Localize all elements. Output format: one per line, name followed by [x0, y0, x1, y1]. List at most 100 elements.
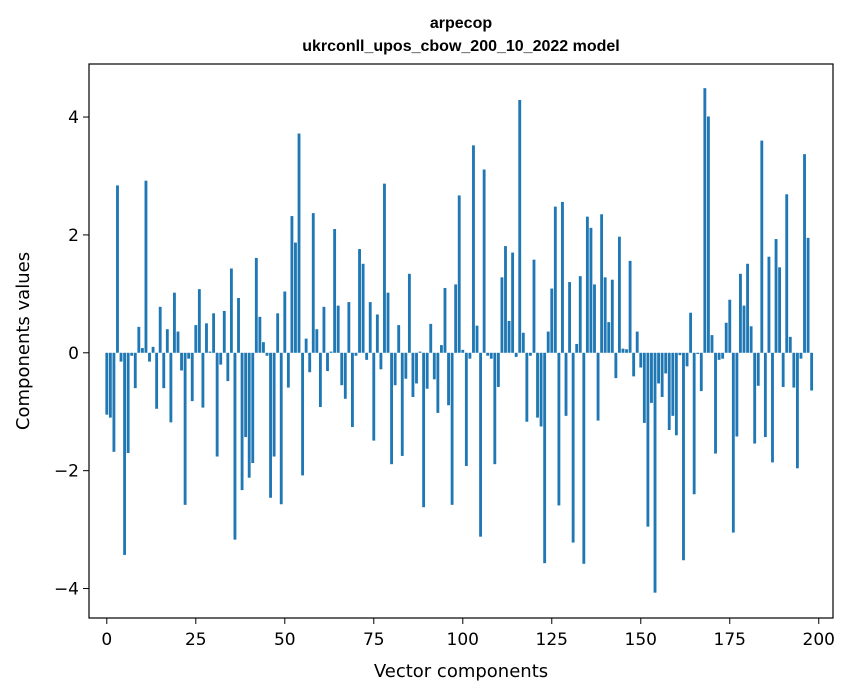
bar-3 — [116, 185, 119, 353]
bar-142 — [610, 279, 614, 353]
x-tick-label: 25 — [185, 630, 207, 650]
bar-118 — [525, 352, 529, 422]
bar-40 — [247, 352, 251, 478]
bar-4 — [119, 352, 123, 362]
bar-36 — [233, 352, 237, 540]
x-axis-ticks: 0 25 50 75 100 125 150 175 200 — [101, 618, 835, 650]
bar-23 — [187, 352, 191, 359]
bar-93 — [436, 352, 440, 413]
bar-77 — [379, 352, 383, 370]
bar-175 — [728, 299, 732, 353]
bar-64 — [333, 229, 337, 353]
bar-102 — [468, 352, 472, 359]
x-tick-label: 100 — [447, 630, 479, 650]
y-axis-ticks: −4 −2 0 2 4 — [54, 108, 89, 600]
bar-76 — [375, 314, 379, 353]
bar-184 — [760, 140, 764, 353]
bar-136 — [589, 227, 593, 353]
bar-35 — [229, 268, 233, 353]
bar-148 — [632, 352, 636, 377]
bar-134 — [582, 352, 586, 564]
bar-187 — [771, 352, 774, 463]
x-tick-label: 125 — [536, 630, 568, 650]
bar-188 — [774, 239, 778, 353]
bar-105 — [479, 352, 483, 537]
bar-95 — [443, 287, 447, 353]
bar-39 — [244, 352, 248, 438]
bar-189 — [778, 267, 782, 353]
bar-167 — [699, 352, 703, 392]
bar-153 — [650, 352, 653, 403]
bar-2 — [112, 352, 116, 452]
bar-174 — [724, 322, 728, 353]
bar-80 — [390, 352, 394, 465]
y-axis-label: Components values — [13, 252, 34, 430]
bar-143 — [614, 352, 618, 379]
bar-180 — [746, 263, 749, 353]
bar-121 — [536, 352, 539, 418]
bar-197 — [806, 237, 810, 353]
bar-168 — [703, 88, 707, 353]
bar-82 — [397, 325, 401, 353]
bar-154 — [653, 352, 657, 593]
chart-subtitle: ukrconll_upos_cbow_200_10_2022 model — [302, 38, 619, 55]
bar-193 — [792, 352, 796, 388]
bar-176 — [731, 352, 735, 533]
bar-86 — [411, 352, 415, 397]
bar-161 — [678, 352, 682, 356]
bar-33 — [222, 310, 226, 353]
bar-183 — [756, 352, 760, 386]
bar-169 — [706, 116, 710, 353]
bar-44 — [262, 342, 265, 353]
bar-12 — [148, 352, 151, 362]
bar-156 — [660, 352, 664, 397]
bar-125 — [550, 288, 554, 353]
bar-30 — [212, 313, 216, 353]
bar-5 — [123, 352, 127, 555]
bar-178 — [739, 273, 742, 353]
bar-43 — [258, 316, 262, 353]
bar-108 — [489, 352, 493, 359]
bar-182 — [753, 352, 757, 444]
bar-191 — [785, 194, 789, 353]
bars-group — [105, 88, 814, 593]
bar-81 — [393, 352, 397, 386]
bar-79 — [386, 292, 390, 353]
bar-17 — [165, 329, 169, 353]
bar-85 — [407, 273, 411, 353]
bar-21 — [180, 352, 183, 371]
bar-98 — [454, 284, 458, 353]
bar-41 — [251, 352, 255, 463]
bar-62 — [326, 352, 329, 372]
bar-8 — [133, 352, 137, 389]
bar-159 — [671, 352, 675, 416]
bar-45 — [265, 352, 269, 356]
bar-146 — [625, 349, 628, 353]
plot-frame — [88, 63, 834, 619]
bar-49 — [279, 352, 283, 505]
bar-111 — [500, 277, 504, 353]
bar-135 — [585, 216, 589, 353]
bar-20 — [176, 331, 180, 353]
bar-54 — [297, 133, 301, 353]
y-tick-label: −4 — [54, 580, 79, 600]
bar-67 — [343, 352, 347, 399]
bar-66 — [340, 352, 344, 386]
bar-88 — [418, 351, 422, 353]
x-tick-label: 175 — [714, 630, 746, 650]
bar-150 — [639, 352, 643, 368]
bar-141 — [607, 322, 611, 353]
bar-31 — [215, 352, 219, 457]
bar-7 — [130, 352, 134, 356]
bar-74 — [368, 302, 372, 353]
bar-151 — [642, 352, 646, 423]
bar-96 — [447, 352, 450, 406]
bar-185 — [763, 352, 767, 438]
bar-110 — [496, 352, 500, 387]
bar-57 — [308, 352, 312, 373]
bar-149 — [635, 331, 639, 353]
bar-155 — [657, 352, 660, 384]
bar-131 — [571, 352, 575, 543]
bar-25 — [194, 325, 198, 353]
